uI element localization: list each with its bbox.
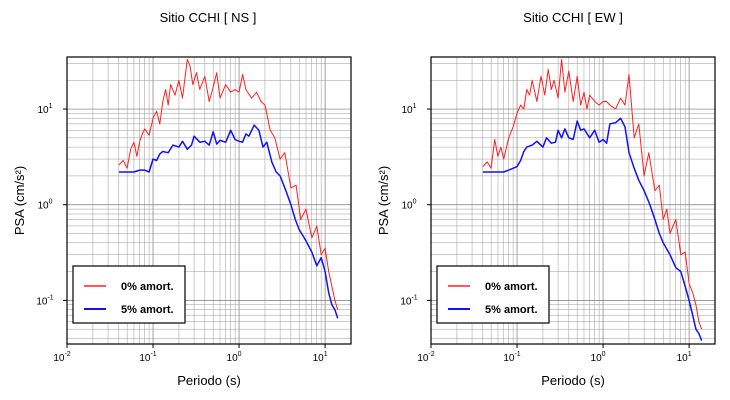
series-line-blue [482,117,703,341]
y-tick-label: 10-1 [400,294,417,307]
x-tick-exponent: -2 [64,351,70,358]
x-tick-label: 100 [227,351,242,364]
legend-box [436,265,550,324]
y-tick-exponent: 1 [413,103,417,110]
series-line-red [118,58,339,310]
y-tick-label: 100 [37,199,52,212]
legend-label: 5% amort. [485,304,538,316]
series-line-red [482,58,703,330]
x-tick-label: 10-1 [503,351,520,364]
y-tick-label: 101 [37,103,52,116]
y-tick-label: 101 [401,103,416,116]
x-tick-label: 101 [677,351,692,364]
x-tick-exponent: 1 [688,351,692,358]
x-tick-label: 101 [313,351,328,364]
x-tick-exponent: -1 [514,351,520,358]
x-axis-label: Periodo (s) [177,373,241,388]
legend-label: 5% amort. [121,304,174,316]
x-tick-exponent: -1 [150,351,156,358]
chart-title: Sitio CCHI [ EW ] [523,10,623,25]
chart-title: Sitio CCHI [ NS ] [160,10,257,25]
x-tick-exponent: 0 [238,351,242,358]
x-tick-label: 10-2 [53,351,70,364]
x-tick-exponent: 0 [602,351,606,358]
x-tick-exponent: 1 [324,351,328,358]
y-tick-label: 100 [401,199,416,212]
x-tick-label: 10-1 [139,351,156,364]
legend-box [72,265,186,324]
y-axis-label: PSA (cm/s²) [12,166,27,235]
y-tick-exponent: -1 [47,294,53,301]
plot-frame [66,56,352,345]
y-tick-exponent: 1 [49,103,53,110]
y-tick-exponent: 0 [413,199,417,206]
plot-frame [430,56,716,345]
x-tick-label: 100 [591,351,606,364]
legend-label: 0% amort. [121,281,174,293]
x-tick-exponent: -2 [428,351,434,358]
y-axis-label: PSA (cm/s²) [376,166,391,235]
y-tick-exponent: 0 [49,199,53,206]
series-line-blue [118,124,339,319]
y-tick-exponent: -1 [411,294,417,301]
y-tick-label: 10-1 [36,294,53,307]
legend-label: 0% amort. [485,281,538,293]
x-tick-label: 10-2 [417,351,434,364]
x-axis-label: Periodo (s) [541,373,605,388]
